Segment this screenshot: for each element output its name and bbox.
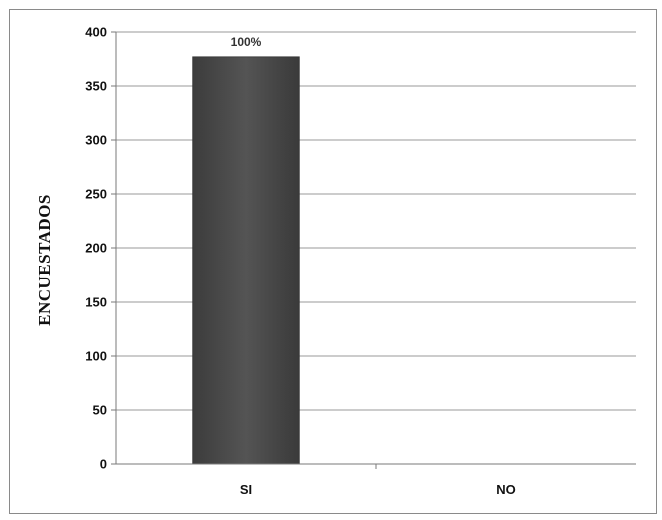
y-tick-label: 200 — [85, 241, 107, 256]
chart-frame: 0 50 100 150 200 250 300 350 400 SI 100% NO ENCUEST… — [9, 9, 657, 514]
y-axis-label: ENCUESTADOS — [35, 194, 54, 326]
x-tick-label: NO — [496, 482, 516, 497]
x-tick-label: SI — [240, 482, 252, 497]
y-tick-label: 400 — [85, 25, 107, 40]
y-tick-label: 350 — [85, 79, 107, 94]
y-tick-label: 250 — [85, 187, 107, 202]
data-label: 100% — [231, 35, 262, 49]
y-tick-label: 50 — [93, 403, 107, 418]
bar-si — [192, 56, 300, 465]
y-tick-label: 100 — [85, 349, 107, 364]
y-tick-label: 0 — [100, 457, 107, 472]
bar-chart: 0 50 100 150 200 250 300 350 400 SI 100% NO ENCUEST… — [35, 25, 636, 498]
bars — [192, 56, 300, 465]
y-tick-label: 150 — [85, 295, 107, 310]
labels: 0 50 100 150 200 250 300 350 400 SI 100% NO — [85, 25, 515, 498]
axes — [111, 31, 636, 469]
y-tick-label: 300 — [85, 133, 107, 148]
